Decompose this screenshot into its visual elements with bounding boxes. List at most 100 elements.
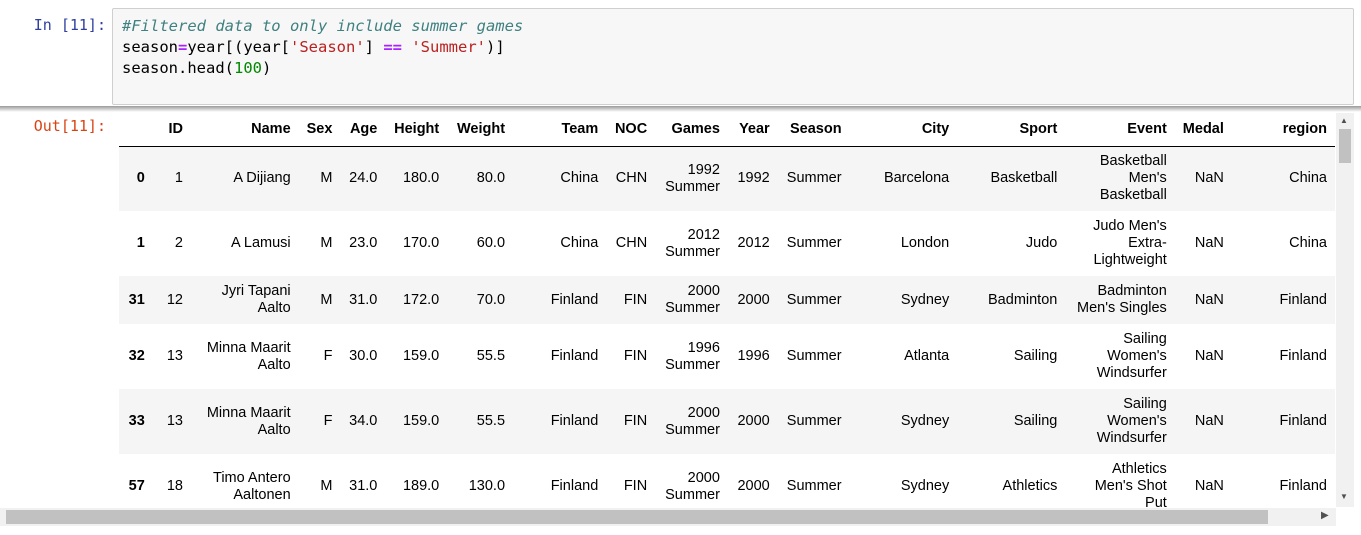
code-token: )] (486, 38, 505, 56)
column-header-weight: Weight (456, 121, 506, 138)
code-token-operator: = (178, 38, 188, 56)
cell-games: 2000 Summer (665, 404, 720, 438)
cell-sport: Judo (1025, 235, 1058, 251)
cell-noc: FIN (623, 413, 648, 429)
cell-city: Sydney (900, 413, 950, 429)
column-header-name: Name (251, 121, 291, 138)
code-token: ] (364, 38, 384, 56)
cell-height: 172.0 (402, 291, 440, 308)
cell-age: 30.0 (349, 348, 378, 364)
table-row: 1 2 A Lamusi M 23.0 170.0 60.0 China CHN… (119, 211, 1335, 276)
cell-medal: NaN (1194, 170, 1224, 187)
code-token: season.head( (122, 59, 234, 77)
cell-city: Atlanta (904, 348, 950, 364)
cell-noc: FIN (623, 478, 648, 494)
cell-age: 34.0 (349, 413, 378, 429)
code-token-string: 'Summer' (411, 38, 486, 56)
cell-team: China (560, 170, 599, 187)
cell-height: 189.0 (402, 478, 440, 494)
table-header-row: ID Name Sex Age Height Weight Team NOC G… (119, 113, 1335, 146)
column-header-region: region (1282, 121, 1327, 138)
vertical-scroll-thumb[interactable] (1339, 129, 1351, 163)
cell-games: 2000 Summer (665, 283, 720, 316)
cell-noc: FIN (623, 348, 648, 364)
cell-height: 159.0 (402, 413, 440, 429)
cell-year: 2000 (737, 478, 770, 494)
column-header-games: Games (671, 121, 720, 138)
cell-event: Sailing Women's Windsurfer (1096, 396, 1167, 446)
cell-sport: Sailing (1013, 348, 1058, 364)
cell-medal: NaN (1194, 348, 1224, 364)
column-header-medal: Medal (1182, 121, 1224, 138)
cell-region: Finland (1279, 348, 1327, 364)
cell-name: A Dijiang (233, 170, 291, 187)
column-header-index (119, 113, 153, 146)
cell-region: Finland (1279, 478, 1327, 494)
code-line-2: season=year[(year['Season'] == 'Summer')… (122, 37, 1344, 58)
cell-medal: NaN (1194, 235, 1224, 251)
horizontal-scrollbar[interactable]: ▶ (0, 508, 1336, 526)
code-token: year[(year[ (187, 38, 290, 56)
cell-sex: M (320, 478, 333, 494)
cell-season: Summer (786, 170, 842, 187)
dataframe-table: ID Name Sex Age Height Weight Team NOC G… (119, 113, 1335, 507)
row-index: 31 (128, 291, 145, 308)
column-header-event: Event (1127, 121, 1167, 138)
cell-weight: 130.0 (468, 478, 506, 494)
cell-region: Finland (1279, 413, 1327, 429)
arrow-up-icon[interactable]: ▲ (1340, 116, 1348, 125)
cell-team: Finland (550, 348, 599, 364)
cell-id: 18 (166, 478, 183, 494)
row-index: 32 (128, 348, 145, 364)
arrow-right-icon[interactable]: ▶ (1321, 510, 1329, 521)
cell-sex: M (320, 170, 333, 187)
cell-city: Sydney (900, 478, 950, 494)
cell-name: Timo Antero Aaltonen (213, 469, 291, 503)
cell-height: 170.0 (402, 235, 440, 251)
cell-age: 31.0 (349, 291, 378, 308)
cell-year: 2012 (737, 235, 770, 251)
column-header-sex: Sex (306, 121, 333, 138)
code-token: ) (261, 59, 272, 77)
cell-id: 12 (166, 291, 183, 308)
code-line-3: season.head(100) (122, 58, 1344, 79)
column-header-height: Height (394, 121, 440, 138)
cell-region: Finland (1279, 291, 1327, 308)
output-area[interactable]: ID Name Sex Age Height Weight Team NOC G… (119, 113, 1335, 507)
cell-year: 1996 (737, 348, 770, 364)
column-header-team: Team (561, 121, 599, 138)
code-token (402, 38, 411, 56)
cell-name: Minna Maarit Aalto (206, 404, 291, 438)
cell-event: Basketball Men's Basketball (1099, 153, 1167, 204)
code-token-string: 'Season' (290, 38, 365, 56)
horizontal-scroll-thumb[interactable] (6, 510, 1268, 524)
vertical-scrollbar[interactable]: ▲ ▼ (1336, 113, 1354, 507)
output-separator (0, 106, 1361, 112)
cell-name: Jyri Tapani Aalto (221, 283, 291, 316)
cell-medal: NaN (1194, 291, 1224, 308)
column-header-id: ID (168, 121, 184, 138)
cell-city: Sydney (900, 291, 950, 308)
cell-team: Finland (550, 413, 599, 429)
arrow-down-icon[interactable]: ▼ (1340, 492, 1348, 501)
cell-height: 180.0 (402, 170, 440, 187)
table-row: 0 1 A Dijiang M 24.0 180.0 80.0 China CH… (119, 146, 1335, 211)
code-cell[interactable]: #Filtered data to only include summer ga… (112, 8, 1354, 105)
code-line-1: #Filtered data to only include summer ga… (122, 16, 1344, 37)
cell-id: 1 (174, 170, 183, 187)
cell-games: 1996 Summer (665, 339, 720, 373)
cell-season: Summer (786, 348, 842, 364)
cell-sex: F (323, 413, 333, 429)
cell-sex: M (320, 291, 333, 308)
table-row: 57 18 Timo Antero Aaltonen M 31.0 189.0 … (119, 454, 1335, 507)
cell-event: Sailing Women's Windsurfer (1096, 331, 1167, 381)
cell-season: Summer (786, 235, 842, 251)
cell-weight: 70.0 (476, 291, 506, 308)
column-header-season: Season (789, 121, 842, 138)
output-prompt: Out[11]: (33, 117, 106, 135)
column-header-noc: NOC (614, 121, 648, 138)
column-header-year: Year (739, 121, 770, 138)
cell-city: Barcelona (883, 170, 950, 187)
cell-region: China (1289, 235, 1327, 251)
cell-name: A Lamusi (230, 235, 291, 251)
